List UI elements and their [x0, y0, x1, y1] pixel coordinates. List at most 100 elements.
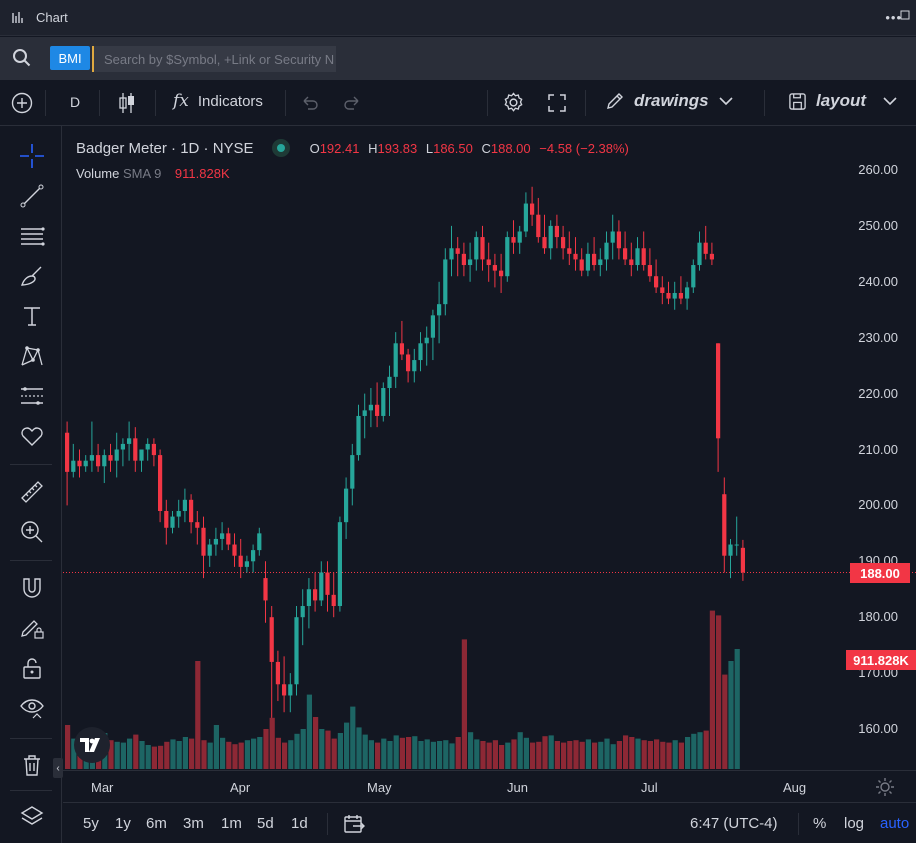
trend-line-tool[interactable] [18, 182, 46, 210]
volume-bar [226, 741, 232, 769]
candle-body [344, 488, 349, 523]
add-symbol-icon[interactable] [11, 92, 33, 114]
crosshair-tool[interactable] [18, 142, 46, 170]
volume-bar [722, 674, 728, 769]
object-tree-tool[interactable] [18, 803, 46, 831]
log-scale-button[interactable]: log [844, 815, 865, 832]
fullscreen-icon[interactable] [547, 93, 567, 113]
brush-tool[interactable] [18, 262, 46, 290]
volume-bar [207, 742, 213, 769]
period-1y-button[interactable]: 1y [115, 815, 131, 832]
candle-body [368, 404, 373, 411]
candle-body [455, 248, 460, 254]
measure-tool[interactable] [18, 478, 46, 506]
fib-retracement-tool[interactable] [18, 222, 46, 250]
candle-body [238, 555, 243, 567]
candle-body [300, 606, 305, 618]
volume-bar [542, 736, 548, 769]
indicators-button[interactable]: fx Indicators [173, 91, 263, 111]
candle-body [660, 287, 665, 293]
price-label: 180.00 [858, 609, 898, 625]
period-5y-button[interactable]: 5y [83, 815, 99, 832]
period-1m-button[interactable]: 1m [221, 815, 242, 832]
volume-bar [554, 741, 560, 769]
remove-drawings-tool[interactable] [18, 751, 46, 779]
volume-bar [300, 729, 306, 769]
volume-bar [275, 737, 281, 769]
candle-body [616, 231, 621, 249]
volume-bar [350, 706, 356, 769]
candle-body [654, 276, 659, 288]
chart-icon [12, 11, 23, 23]
search-icon[interactable] [12, 48, 32, 68]
volume-bar [499, 745, 505, 769]
volume-bar [623, 735, 629, 769]
undo-icon[interactable] [300, 95, 320, 111]
period-5d-button[interactable]: 5d [257, 815, 274, 832]
volume-bar [567, 741, 573, 769]
candle-body [102, 455, 107, 467]
pattern-tool[interactable] [18, 342, 46, 370]
drawings-label: drawings [634, 91, 709, 110]
redo-icon[interactable] [342, 95, 362, 111]
drawings-dropdown[interactable]: drawings [605, 91, 734, 111]
volume-bar [666, 742, 672, 769]
candle-body [480, 237, 485, 260]
volume-bar [151, 746, 157, 769]
candle-body [375, 404, 380, 416]
interval-button[interactable]: D [70, 94, 81, 110]
candle-body [182, 499, 187, 511]
time-label: Mar [91, 780, 114, 795]
zoom-tool[interactable] [18, 518, 46, 546]
layout-dropdown[interactable]: layout [788, 91, 898, 111]
symbol-badge[interactable]: BMI [50, 46, 90, 70]
clock-timezone[interactable]: 6:47 (UTC-4) [690, 815, 778, 832]
lock-all-tool[interactable] [18, 654, 46, 682]
candle-body [77, 460, 82, 467]
period-3m-button[interactable]: 3m [183, 815, 204, 832]
price-chart[interactable] [63, 127, 916, 770]
volume-bar [244, 740, 250, 769]
period-6m-button[interactable]: 6m [146, 815, 167, 832]
time-label: Aug [783, 780, 807, 795]
volume-bar [412, 736, 418, 769]
percent-scale-button[interactable]: % [813, 815, 827, 832]
maximize-icon[interactable] [900, 10, 910, 20]
settings-sun-icon[interactable] [875, 777, 895, 797]
text-tool[interactable] [18, 302, 46, 330]
collapse-toolbar-handle[interactable]: ‹ [53, 758, 63, 778]
volume-bar [201, 740, 207, 769]
candle-body [635, 248, 640, 266]
symbol-search-input[interactable] [92, 46, 336, 72]
favorites-tool[interactable] [18, 422, 46, 450]
candle-body [424, 337, 429, 344]
volume-bar [170, 739, 176, 769]
candle-body [678, 292, 683, 299]
volume-bar [530, 742, 536, 769]
auto-scale-button[interactable]: auto [880, 815, 910, 832]
forecast-tool[interactable] [18, 382, 46, 410]
pattern-icon [21, 346, 43, 366]
candle-body [226, 533, 231, 545]
tradingview-logo[interactable] [74, 727, 110, 763]
candle-body [294, 617, 299, 685]
settings-gear-icon[interactable] [502, 91, 525, 114]
candle-body [486, 259, 491, 266]
price-label: 210.00 [858, 441, 898, 457]
candlestick-type-icon[interactable] [117, 91, 137, 115]
time-axis[interactable]: Mar Apr May Jun Jul Aug [63, 770, 916, 802]
symbol-title[interactable]: Badger Meter · 1D · NYSE [76, 139, 254, 157]
period-1d-button[interactable]: 1d [291, 815, 308, 832]
more-dots-icon[interactable]: ••• [885, 10, 902, 25]
candle-body [604, 242, 609, 260]
magnet-icon [23, 578, 41, 598]
hide-drawings-tool[interactable] [18, 694, 46, 722]
volume-bar [437, 741, 443, 769]
candle-body [703, 242, 708, 254]
goto-date-icon[interactable] [344, 814, 366, 834]
candle-body [213, 538, 218, 545]
candle-body [523, 203, 528, 232]
candle-body [728, 544, 733, 556]
lock-drawing-tool[interactable] [18, 614, 46, 642]
magnet-tool[interactable] [18, 574, 46, 602]
